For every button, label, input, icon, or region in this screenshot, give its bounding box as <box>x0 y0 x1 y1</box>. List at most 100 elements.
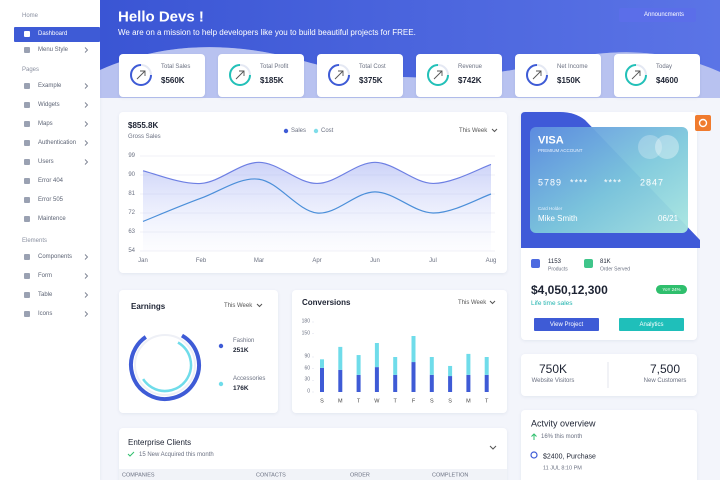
period-select[interactable]: This Week <box>224 303 253 309</box>
table-header: COMPLETION <box>432 472 469 479</box>
sidebar-section-title: Home <box>22 13 39 19</box>
x-tick-label: F <box>411 398 416 405</box>
bar-segment <box>356 355 361 375</box>
x-tick-label: Apr <box>312 258 322 264</box>
y-tick-label: 54 <box>128 248 135 254</box>
sidebar-item[interactable]: Error 404 <box>38 178 64 184</box>
stat-label: Total Profit <box>260 64 289 70</box>
sidebar-item[interactable]: Icons <box>38 311 53 317</box>
card-holder: Mike Smith <box>538 214 578 223</box>
sidebar-icon <box>24 47 30 53</box>
sidebar-icon <box>24 121 30 127</box>
bar-segment <box>338 369 343 392</box>
stat-ring-arc <box>427 64 449 86</box>
stat-arrow <box>631 70 641 80</box>
table-header-bg <box>119 469 507 480</box>
stat-label: Net Income <box>557 64 588 70</box>
bar-segment <box>429 374 434 392</box>
x-tick-label: M <box>338 398 343 405</box>
donut-track <box>134 334 196 396</box>
sidebar-icon <box>24 311 30 317</box>
bar-segment <box>320 367 324 392</box>
x-tick-label: Mar <box>253 258 265 264</box>
sidebar-item[interactable]: Error 505 <box>38 197 64 203</box>
y-tick-label: 0 <box>307 388 310 395</box>
analytics-label[interactable]: Analytics <box>639 321 664 328</box>
visitor-label: New Customers <box>643 378 687 384</box>
sidebar-item[interactable]: Maps <box>38 121 53 127</box>
sidebar-item[interactable]: Dashboard <box>38 31 68 37</box>
stat-ring-arc <box>130 64 152 86</box>
y-tick-label: 72 <box>128 210 135 216</box>
sidebar-item[interactable]: Table <box>38 292 53 298</box>
bar-segment <box>484 357 489 375</box>
card-number: **** <box>570 177 589 188</box>
card-number: **** <box>604 177 623 188</box>
sidebar-chevron <box>84 159 89 165</box>
sidebar-item[interactable]: Users <box>38 159 54 165</box>
bar-segment <box>356 374 361 392</box>
card-title: Actvity overview <box>531 418 596 429</box>
period-select[interactable]: This Week <box>459 128 488 134</box>
y-tick-label: 63 <box>128 229 135 235</box>
table-header: CONTACTS <box>256 472 286 479</box>
stat-value: $150K <box>557 76 581 85</box>
x-tick-label: Aug <box>485 258 497 264</box>
card-brand: VISA <box>538 134 564 147</box>
bar-segment <box>429 357 434 375</box>
sidebar-item[interactable]: Components <box>38 254 73 260</box>
sidebar-item[interactable]: Form <box>38 273 52 279</box>
sidebar-item[interactable]: Menu Style <box>38 47 69 53</box>
expand-chevron[interactable] <box>489 445 497 450</box>
table-header: COMPANIES <box>122 472 155 479</box>
period-select[interactable]: This Week <box>458 300 487 306</box>
x-tick-label: Jul <box>429 258 437 264</box>
sidebar-item[interactable]: Authentication <box>38 140 77 146</box>
sidebar-item[interactable]: Maintence <box>38 216 66 222</box>
stat-card <box>416 54 502 97</box>
card-chip <box>638 135 662 159</box>
sidebar-icon <box>24 273 30 279</box>
sidebar-item[interactable]: Widgets <box>38 102 60 108</box>
activity-change: 16% this month <box>541 434 583 440</box>
legend-dot <box>313 128 319 134</box>
sidebar-chevron <box>84 254 89 260</box>
x-tick-label: W <box>374 398 380 405</box>
sidebar-icon <box>24 178 30 184</box>
card-subtitle: 15 New Acquired this month <box>139 452 214 458</box>
card-title: Earnings <box>131 302 166 311</box>
card-holder-label: Card Holder <box>538 205 563 211</box>
stat-card <box>317 54 403 97</box>
legend-dot <box>218 381 224 387</box>
sidebar-item[interactable]: Example <box>38 83 62 89</box>
bar-segment <box>411 336 416 363</box>
announcement-button[interactable] <box>619 8 696 22</box>
view-project-button[interactable] <box>534 318 599 331</box>
bar-segment <box>466 374 471 392</box>
activity-item: $2400, Purchase <box>543 453 596 461</box>
announcement-label[interactable]: Announcments <box>644 12 685 18</box>
analytics-button[interactable] <box>619 318 684 331</box>
up-arrow <box>531 433 537 440</box>
bar-segment <box>448 365 453 377</box>
legend-dot <box>283 128 289 134</box>
stat-label: Total Cost <box>359 64 386 70</box>
stat-value: $185K <box>260 76 284 85</box>
bar-segment <box>393 357 398 375</box>
x-tick-label: S <box>320 398 324 405</box>
stat-value: $742K <box>458 76 482 85</box>
bar-segment <box>448 376 453 392</box>
sidebar-chevron <box>84 273 89 279</box>
visitor-label: Website Visitors <box>531 378 575 384</box>
sidebar <box>0 0 100 480</box>
period-chevron <box>489 300 496 305</box>
bar-segment <box>338 346 343 370</box>
period-chevron <box>256 303 263 308</box>
settings-button[interactable] <box>695 115 711 131</box>
line <box>142 161 492 185</box>
view-project-label[interactable]: View Project <box>549 321 584 328</box>
period-chevron <box>491 128 498 133</box>
legend-dot <box>218 343 224 349</box>
